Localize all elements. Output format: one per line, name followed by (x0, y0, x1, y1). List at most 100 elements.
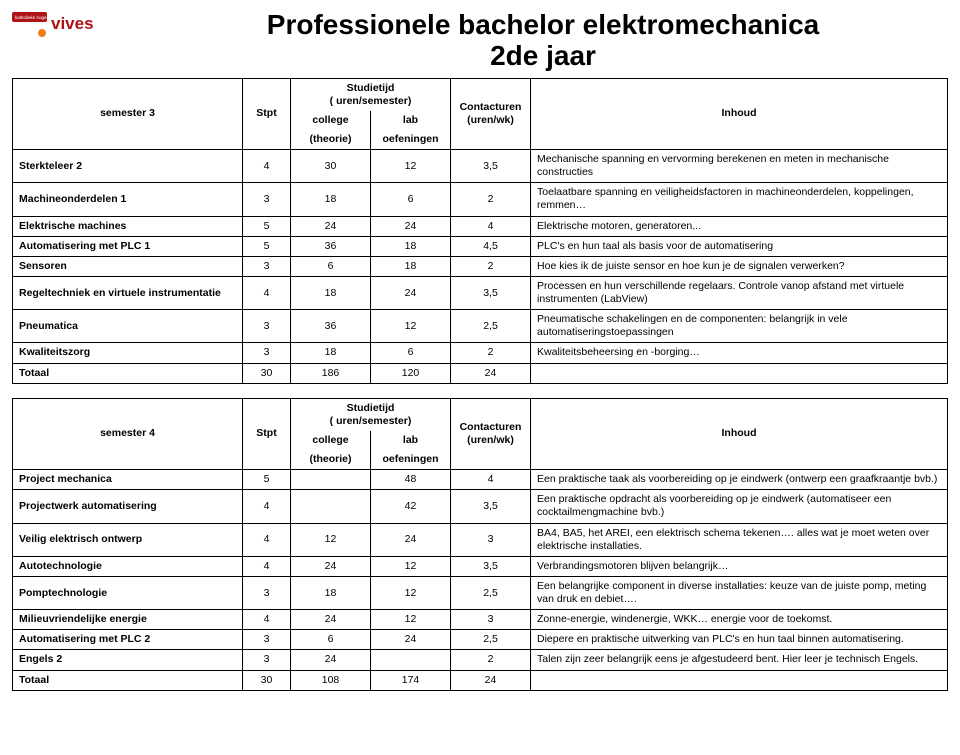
semester-3-table: semester 3 Stpt Studietijd ( uren/semest… (12, 78, 948, 384)
course-contact: 3,5 (451, 150, 531, 183)
semester-4-block: semester 4 Stpt Studietijd ( uren/semest… (12, 398, 948, 691)
total-label: Totaal (13, 363, 243, 383)
table-row: Milieuvriendelijke energie424123Zonne-en… (13, 610, 948, 630)
course-lab: 24 (371, 523, 451, 556)
table-row: Pneumatica336122,5Pneumatische schakelin… (13, 310, 948, 343)
vives-logo-icon: katholieke hogeschool vives (12, 8, 122, 42)
total-row: Totaal3018612024 (13, 363, 948, 383)
course-stpt: 3 (243, 310, 291, 343)
course-lab: 48 (371, 470, 451, 490)
course-college: 18 (291, 343, 371, 363)
course-college: 18 (291, 576, 371, 609)
col-studietijd: Studietijd ( uren/semester) (291, 78, 451, 111)
col-oef: oefeningen (371, 450, 451, 470)
course-contact: 4,5 (451, 236, 531, 256)
course-college: 36 (291, 236, 371, 256)
table-row: Machineonderdelen 131862Toelaatbare span… (13, 183, 948, 216)
course-lab: 42 (371, 490, 451, 523)
course-desc: Processen en hun verschillende regelaars… (531, 276, 948, 309)
course-lab: 12 (371, 576, 451, 609)
table-head: semester 3 Stpt Studietijd ( uren/semest… (13, 78, 948, 150)
course-name: Automatisering met PLC 2 (13, 630, 243, 650)
course-contact: 4 (451, 216, 531, 236)
col-lab: lab (371, 111, 451, 130)
course-college (291, 470, 371, 490)
course-stpt: 4 (243, 523, 291, 556)
total-stpt: 30 (243, 363, 291, 383)
course-lab: 24 (371, 276, 451, 309)
course-stpt: 3 (243, 576, 291, 609)
course-desc: Toelaatbare spanning en veiligheidsfacto… (531, 183, 948, 216)
total-label: Totaal (13, 670, 243, 690)
course-contact: 2 (451, 343, 531, 363)
course-lab: 24 (371, 216, 451, 236)
course-stpt: 5 (243, 236, 291, 256)
course-name: Pomptechnologie (13, 576, 243, 609)
table-row: Veilig elektrisch ontwerp412243BA4, BA5,… (13, 523, 948, 556)
course-name: Milieuvriendelijke energie (13, 610, 243, 630)
course-contact: 2,5 (451, 576, 531, 609)
course-stpt: 4 (243, 610, 291, 630)
course-college: 36 (291, 310, 371, 343)
course-contact: 3 (451, 610, 531, 630)
course-desc: Een belangrijke component in diverse ins… (531, 576, 948, 609)
course-lab: 18 (371, 256, 451, 276)
title-line-1: Professionele bachelor elektromechanica (267, 9, 819, 40)
col-theorie: (theorie) (291, 450, 371, 470)
course-lab: 24 (371, 630, 451, 650)
course-name: Automatisering met PLC 1 (13, 236, 243, 256)
course-contact: 3,5 (451, 490, 531, 523)
course-lab (371, 650, 451, 670)
col-contact: Contacturen (uren/wk) (451, 398, 531, 470)
course-stpt: 5 (243, 216, 291, 236)
course-college (291, 490, 371, 523)
course-stpt: 3 (243, 183, 291, 216)
course-college: 24 (291, 610, 371, 630)
total-lab: 174 (371, 670, 451, 690)
course-contact: 3,5 (451, 276, 531, 309)
col-theorie: (theorie) (291, 130, 371, 150)
course-name: Sterkteleer 2 (13, 150, 243, 183)
course-name: Machineonderdelen 1 (13, 183, 243, 216)
col-college: college (291, 111, 371, 130)
course-desc: Elektrische motoren, generatoren... (531, 216, 948, 236)
course-name: Elektrische machines (13, 216, 243, 236)
course-name: Autotechnologie (13, 556, 243, 576)
semester-4-body: Project mechanica5484Een praktische taak… (13, 470, 948, 691)
logo-brand: vives (51, 14, 94, 33)
table-row: Automatisering met PLC 1536184,5PLC's en… (13, 236, 948, 256)
course-college: 24 (291, 556, 371, 576)
course-name: Regeltechniek en virtuele instrumentatie (13, 276, 243, 309)
table-row: Regeltechniek en virtuele instrumentatie… (13, 276, 948, 309)
col-stpt: Stpt (243, 78, 291, 150)
table-row: Elektrische machines524244Elektrische mo… (13, 216, 948, 236)
table-row: Kwaliteitszorg31862Kwaliteitsbeheersing … (13, 343, 948, 363)
course-contact: 3 (451, 523, 531, 556)
col-inhoud: Inhoud (531, 398, 948, 470)
logo: katholieke hogeschool vives (12, 8, 122, 42)
total-lab: 120 (371, 363, 451, 383)
table-row: Project mechanica5484Een praktische taak… (13, 470, 948, 490)
total-college: 108 (291, 670, 371, 690)
course-desc: Hoe kies ik de juiste sensor en hoe kun … (531, 256, 948, 276)
course-college: 18 (291, 276, 371, 309)
course-contact: 2 (451, 256, 531, 276)
total-row: Totaal3010817424 (13, 670, 948, 690)
table-row: Engels 23242Talen zijn zeer belangrijk e… (13, 650, 948, 670)
course-lab: 18 (371, 236, 451, 256)
course-lab: 12 (371, 556, 451, 576)
course-college: 12 (291, 523, 371, 556)
course-contact: 4 (451, 470, 531, 490)
course-desc: Zonne-energie, windenergie, WKK… energie… (531, 610, 948, 630)
col-inhoud: Inhoud (531, 78, 948, 150)
course-name: Sensoren (13, 256, 243, 276)
course-stpt: 3 (243, 650, 291, 670)
table-row: Pomptechnologie318122,5Een belangrijke c… (13, 576, 948, 609)
course-desc: Pneumatische schakelingen en de componen… (531, 310, 948, 343)
course-college: 6 (291, 256, 371, 276)
table-row: Sensoren36182Hoe kies ik de juiste senso… (13, 256, 948, 276)
table-head: semester 4 Stpt Studietijd ( uren/semest… (13, 398, 948, 470)
course-lab: 6 (371, 183, 451, 216)
col-contact: Contacturen (uren/wk) (451, 78, 531, 150)
course-desc: Mechanische spanning en vervorming berek… (531, 150, 948, 183)
